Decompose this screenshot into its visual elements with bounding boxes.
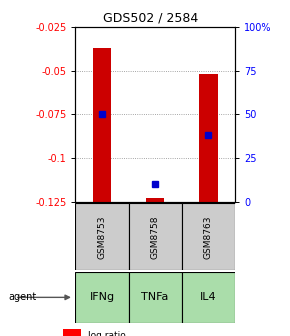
Bar <box>75 272 128 323</box>
Text: agent: agent <box>9 292 37 302</box>
Bar <box>128 203 182 270</box>
Text: GSM8758: GSM8758 <box>151 215 160 259</box>
Text: GDS502 / 2584: GDS502 / 2584 <box>103 12 198 25</box>
Text: IL4: IL4 <box>200 292 217 302</box>
Text: IFNg: IFNg <box>89 292 115 302</box>
Text: TNFa: TNFa <box>142 292 169 302</box>
Bar <box>128 272 182 323</box>
Text: log ratio: log ratio <box>88 331 126 336</box>
Bar <box>199 74 218 202</box>
Bar <box>64 329 81 336</box>
Text: GSM8753: GSM8753 <box>97 215 106 259</box>
Bar <box>75 203 128 270</box>
Bar <box>146 198 164 202</box>
Text: GSM8763: GSM8763 <box>204 215 213 259</box>
Bar <box>93 48 111 202</box>
Bar <box>182 272 235 323</box>
Bar <box>182 203 235 270</box>
